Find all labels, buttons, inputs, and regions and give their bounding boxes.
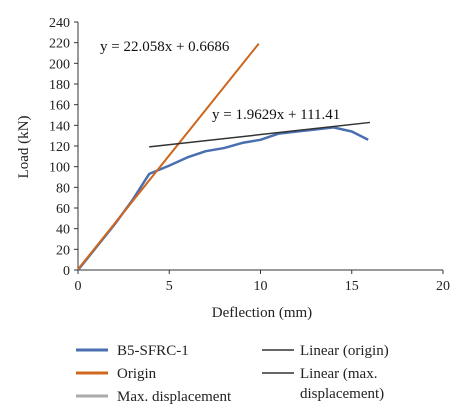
series-line-origin	[77, 43, 260, 270]
y-tick-label: 160	[49, 99, 70, 114]
y-tick-label: 120	[49, 140, 70, 155]
y-axis-ticks: 0 20 40 60 80 100 120 140 160 180 200 220 240	[49, 16, 78, 279]
y-axis-label: Load (kN)	[16, 116, 32, 179]
y-tick-label: 40	[56, 223, 70, 238]
x-tick-label: 5	[166, 279, 173, 294]
legend-label-linear-max-displacement-line2: displacement)	[300, 386, 384, 402]
legend: B5-SFRC-1 Linear (origin) Origin Linear …	[76, 343, 389, 405]
legend-label-linear-max-displacement: Linear (max.	[300, 366, 377, 382]
x-tick-label: 15	[345, 279, 359, 294]
legend-label-origin: Origin	[117, 366, 157, 382]
legend-label-max-displacement: Max. displacement	[117, 389, 232, 405]
y-tick-label: 240	[49, 16, 70, 31]
y-tick-label: 0	[63, 264, 70, 279]
y-tick-label: 80	[56, 181, 70, 196]
x-axis-label: Deflection (mm)	[212, 305, 312, 321]
x-tick-label: 10	[254, 279, 268, 294]
y-tick-label: 100	[49, 161, 70, 176]
legend-label-linear-origin: Linear (origin)	[300, 343, 389, 359]
legend-label-b5-sfrc-1: B5-SFRC-1	[117, 343, 189, 359]
x-axis-ticks: 0 5 10 15 20	[75, 270, 450, 294]
series-line-linear-max-displacement	[149, 121, 371, 148]
series-layer	[77, 43, 371, 271]
y-tick-label: 180	[49, 78, 70, 93]
y-tick-label: 220	[49, 37, 70, 52]
equation-origin: y = 22.058x + 0.6686	[100, 39, 230, 55]
x-tick-label: 20	[436, 279, 450, 294]
x-tick-label: 0	[75, 279, 82, 294]
y-tick-label: 200	[49, 57, 70, 72]
y-tick-label: 60	[56, 202, 70, 217]
series-line-b5-sfrc-1	[77, 126, 369, 271]
y-tick-label: 140	[49, 119, 70, 134]
y-tick-label: 20	[56, 243, 70, 258]
equation-max-displacement: y = 1.9629x + 111.41	[212, 107, 340, 123]
